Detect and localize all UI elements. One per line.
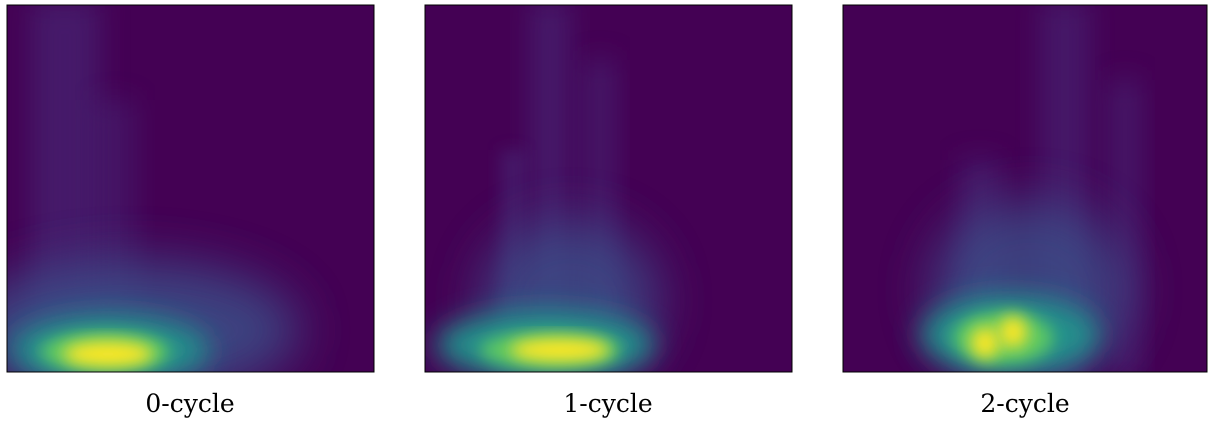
panel-caption: 0-cycle <box>145 389 234 418</box>
panel-frame <box>842 4 1208 373</box>
panel-frame <box>424 4 793 373</box>
heatmap-panel <box>7 5 374 372</box>
heatmap-panel <box>843 5 1207 372</box>
heatmap-panel <box>425 5 792 372</box>
panel-caption: 1-cycle <box>563 389 652 418</box>
panel-caption: 2-cycle <box>980 389 1069 418</box>
panel-frame <box>6 4 375 373</box>
